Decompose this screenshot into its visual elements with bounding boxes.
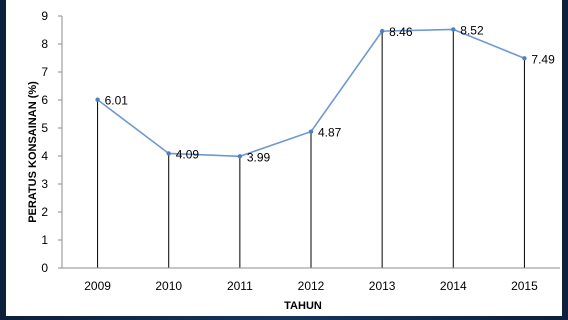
data-label: 8.46 [389, 25, 413, 39]
y-tick-label: 2 [41, 205, 48, 219]
y-tick-label: 5 [41, 121, 48, 135]
drop-lines [97, 29, 525, 268]
x-tick-label: 2013 [369, 279, 396, 293]
data-label: 8.52 [460, 23, 484, 37]
x-tick-label: 2015 [511, 279, 538, 293]
y-tick-label: 9 [41, 9, 48, 23]
data-point [166, 151, 171, 156]
x-tick-labels: 2009 2010 2011 2012 2013 2014 2015 [84, 279, 538, 293]
data-point [451, 27, 456, 32]
data-labels: 6.01 4.09 3.99 4.87 8.46 8.52 7.49 [105, 23, 556, 164]
data-label: 4.87 [318, 126, 342, 140]
chart-panel [6, 0, 562, 316]
x-tick-label: 2009 [84, 279, 111, 293]
y-tick-label: 1 [41, 233, 48, 247]
y-axis-title: PERATUS KONSAINAN (%) [27, 81, 39, 223]
y-tick-label: 6 [41, 93, 48, 107]
data-label: 3.99 [247, 150, 271, 164]
data-point [522, 56, 527, 61]
data-label: 7.49 [531, 52, 555, 66]
y-tick-labels: 0 1 2 3 4 5 6 7 8 9 [41, 9, 62, 275]
data-point [379, 28, 385, 34]
y-tick-label: 7 [41, 65, 48, 79]
data-point [95, 97, 100, 102]
x-tick-label: 2010 [155, 279, 182, 293]
x-tick-label: 2014 [440, 279, 467, 293]
y-tick-label: 4 [41, 149, 48, 163]
data-label: 4.09 [176, 147, 200, 161]
data-point [237, 154, 243, 159]
data-label: 6.01 [105, 94, 129, 108]
x-axis-title: TAHUN [284, 300, 322, 312]
y-tick-label: 3 [41, 177, 48, 191]
x-tick-label: 2012 [298, 279, 325, 293]
data-point [308, 129, 314, 134]
x-tick-label: 2011 [227, 279, 253, 293]
y-tick-label: 8 [41, 37, 48, 51]
data-markers [95, 27, 527, 159]
y-tick-label: 0 [41, 261, 48, 275]
